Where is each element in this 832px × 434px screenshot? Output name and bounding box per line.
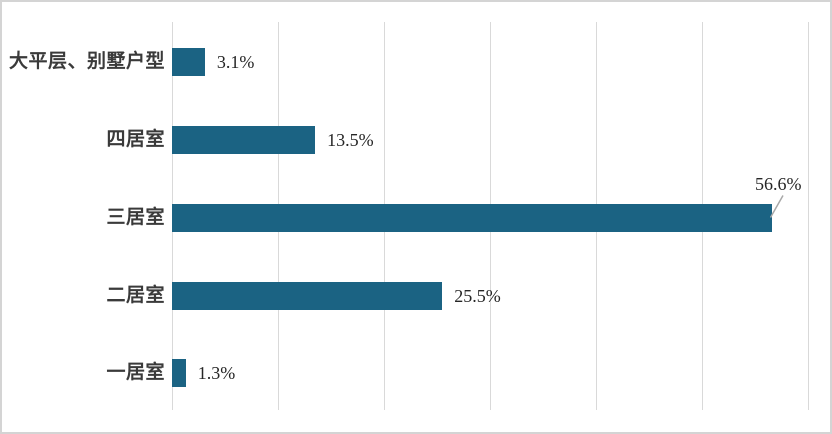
category-label: 四居室 [106, 129, 165, 150]
gridline [808, 22, 809, 410]
bar [172, 48, 205, 76]
bar [172, 282, 443, 310]
value-label: 56.6% [754, 174, 802, 194]
category-label: 一居室 [106, 362, 165, 383]
bar [172, 126, 316, 154]
value-label: 25.5% [454, 286, 501, 306]
category-label: 大平层、别墅户型 [8, 51, 165, 72]
bar [172, 359, 186, 387]
value-label: 13.5% [327, 130, 374, 150]
bar [172, 204, 772, 232]
leader-line [769, 195, 784, 218]
value-label: 1.3% [197, 363, 236, 383]
category-label: 三居室 [106, 207, 165, 228]
category-label: 二居室 [106, 285, 165, 306]
value-label: 3.1% [216, 52, 255, 72]
